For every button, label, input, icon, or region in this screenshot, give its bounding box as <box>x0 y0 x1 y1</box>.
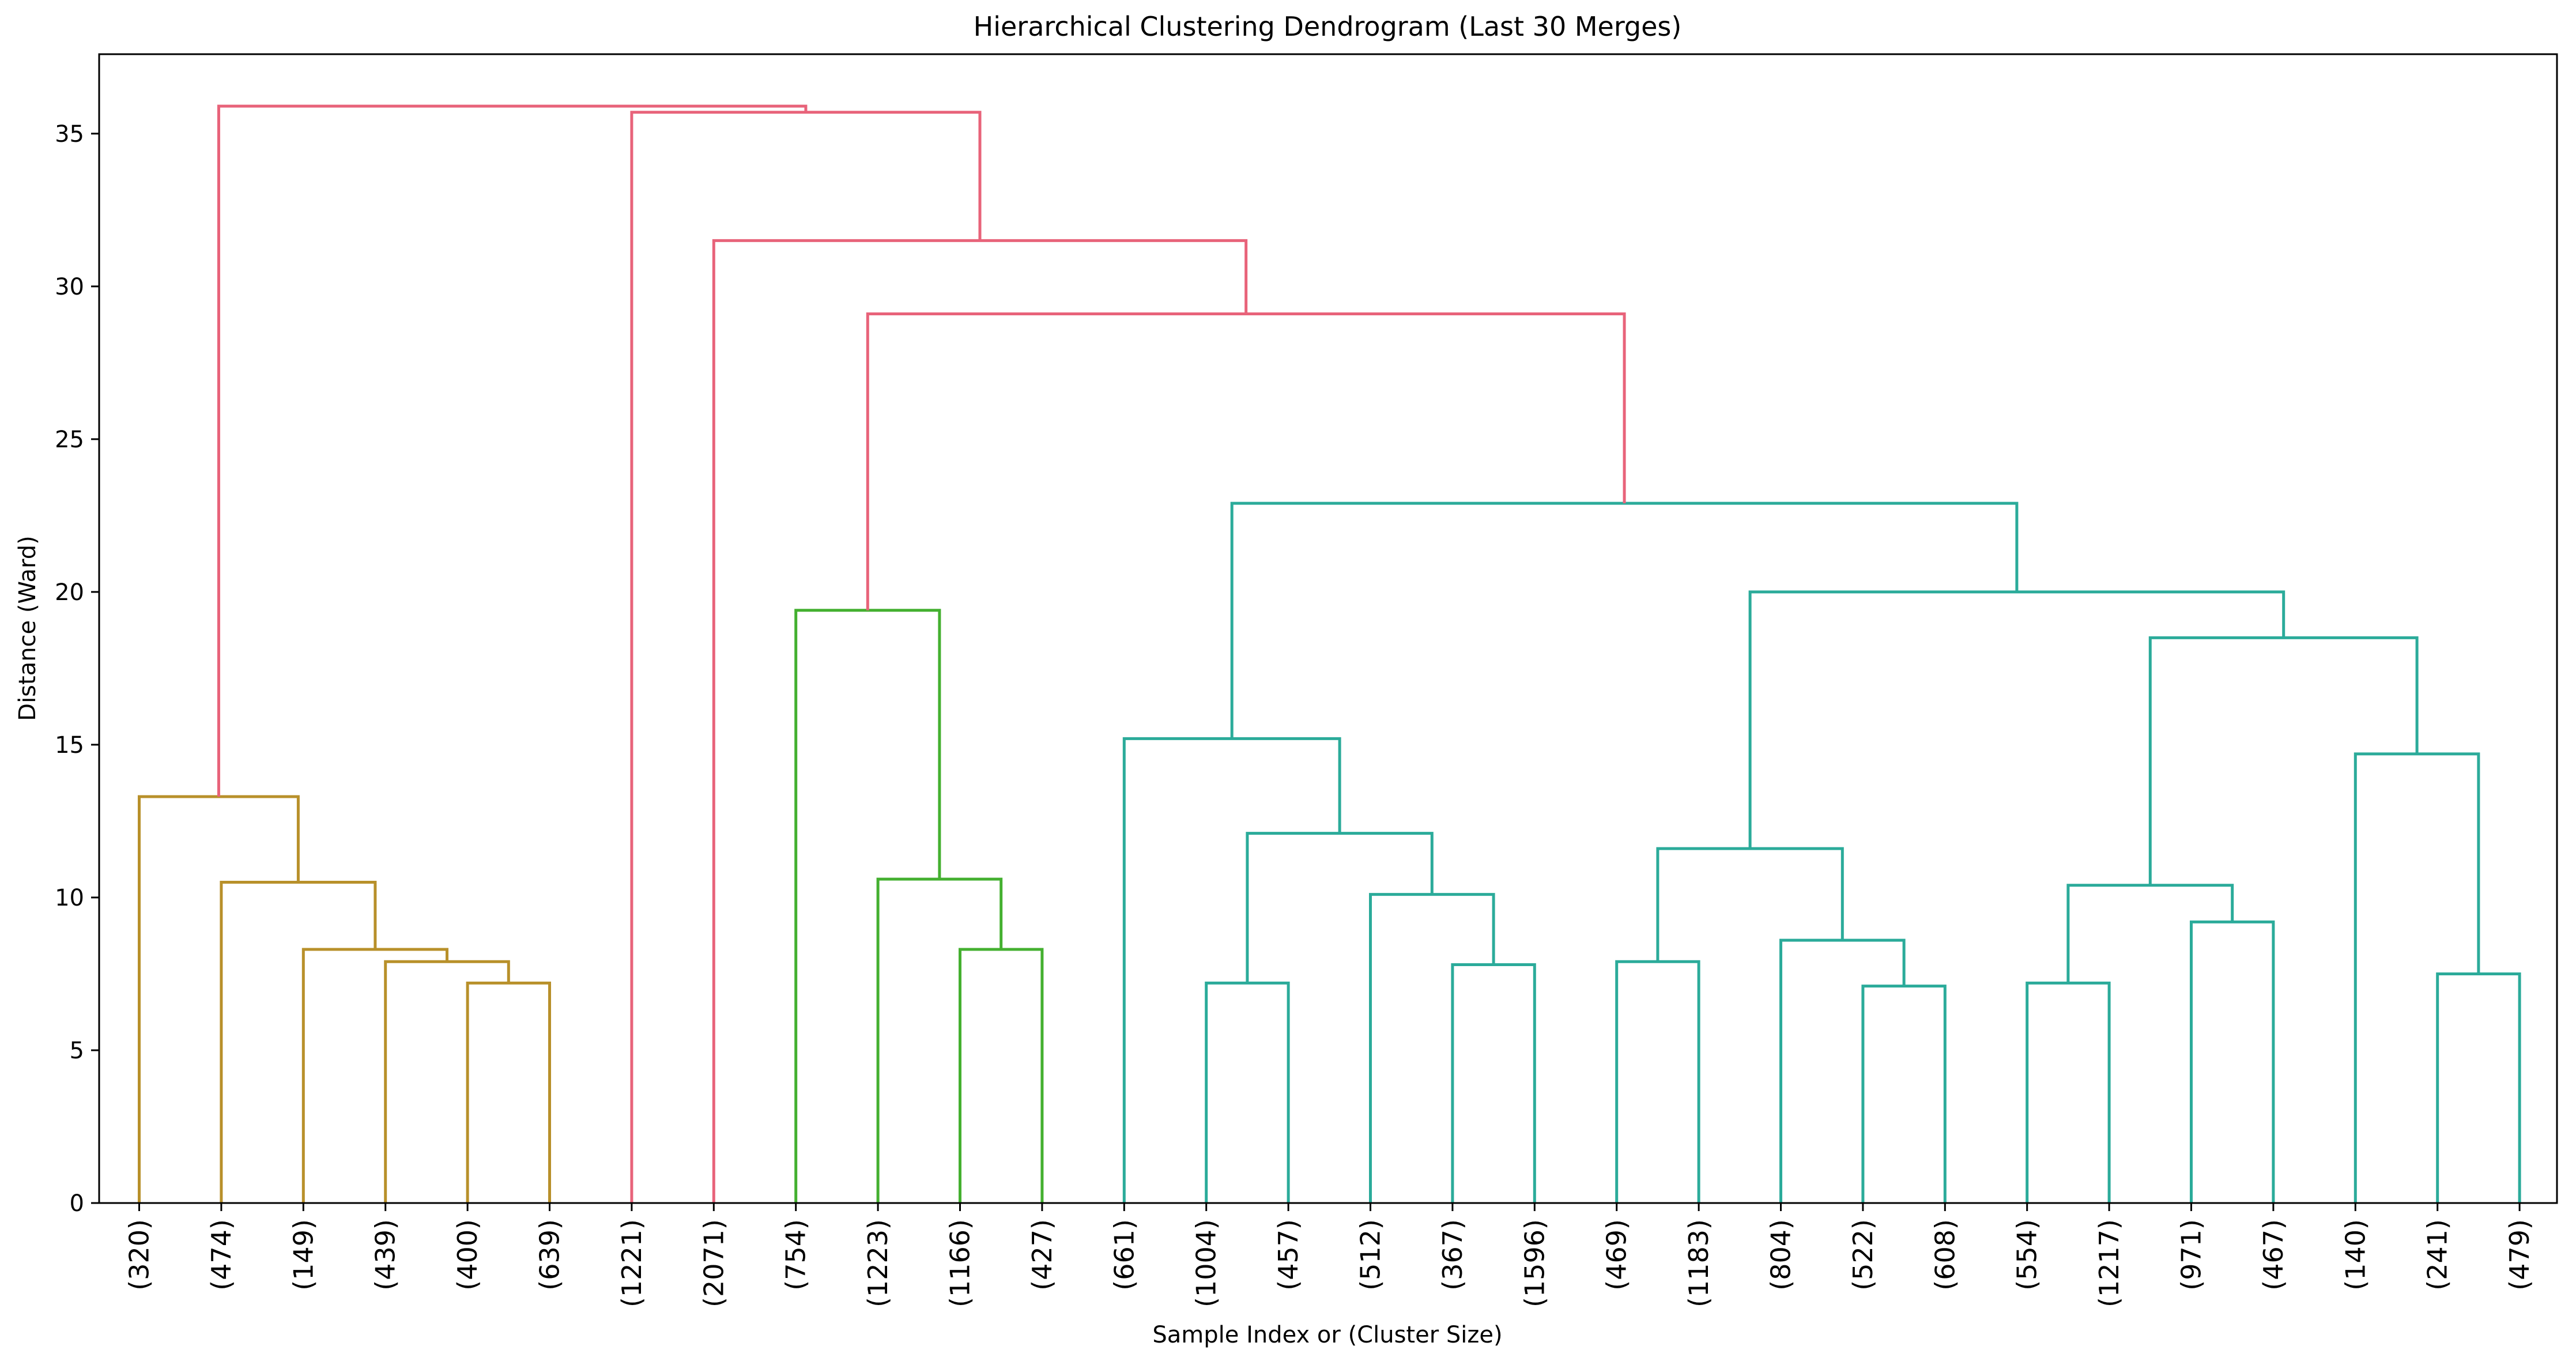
x-tick-label: (2071) <box>698 1219 729 1307</box>
y-axis-ticks: 0 5 10 15 20 25 30 35 <box>55 121 99 1217</box>
plot-frame <box>98 53 2558 1204</box>
y-tick-label: 25 <box>55 427 84 453</box>
x-tick-label: (512) <box>1355 1219 1386 1291</box>
x-tick-label: (479) <box>2504 1219 2535 1291</box>
x-tick-label: (1217) <box>2094 1219 2125 1307</box>
x-tick-label: (639) <box>534 1219 565 1291</box>
x-tick-label: (754) <box>780 1219 812 1291</box>
x-tick-label: (427) <box>1027 1219 1058 1291</box>
x-tick-label: (1221) <box>616 1219 647 1307</box>
dendrogram-link <box>959 948 1044 1203</box>
y-tick-label: 35 <box>55 121 84 148</box>
x-tick-label: (320) <box>124 1219 155 1291</box>
dendrogram-link <box>1656 847 1844 962</box>
y-axis-label: Distance (Ward) <box>14 536 41 721</box>
x-tick-label: (1596) <box>1519 1219 1550 1307</box>
y-tick-label: 15 <box>55 732 84 759</box>
x-tick-label: (241) <box>2422 1219 2453 1291</box>
x-axis-label: Sample Index or (Cluster Size) <box>1152 1322 1502 1348</box>
y-tick-label: 30 <box>55 274 84 300</box>
x-tick-label: (439) <box>370 1219 401 1291</box>
y-tick-label: 10 <box>55 885 84 911</box>
x-tick-label: (608) <box>1929 1219 1960 1291</box>
x-tick-label: (1004) <box>1191 1219 1222 1307</box>
x-tick-label: (367) <box>1437 1219 1468 1291</box>
x-tick-label: (1183) <box>1683 1219 1714 1307</box>
x-tick-label: (400) <box>452 1219 483 1291</box>
dendrogram-link <box>301 948 448 1203</box>
dendrogram-link <box>1615 960 1700 1203</box>
x-tick-label: (149) <box>288 1219 319 1291</box>
dendrogram-link <box>1122 737 1341 1203</box>
dendrogram-link <box>1246 832 1434 983</box>
dendrogram-link <box>1369 893 1495 1203</box>
x-tick-label: (971) <box>2176 1219 2207 1291</box>
x-tick-label: (661) <box>1108 1219 1140 1291</box>
x-tick-label: (140) <box>2340 1219 2371 1291</box>
y-tick-label: 20 <box>55 579 84 606</box>
chart-title: Hierarchical Clustering Dendrogram (Last… <box>974 11 1682 42</box>
dendrogram-link <box>217 104 808 797</box>
x-tick-label: (554) <box>2012 1219 2043 1291</box>
dendrogram-link <box>1451 963 1536 1203</box>
x-tick-label: (469) <box>1601 1219 1632 1291</box>
x-tick-label: (804) <box>1766 1219 1797 1291</box>
x-tick-label: (467) <box>2258 1219 2289 1291</box>
dendrogram-link <box>794 609 941 1203</box>
x-tick-label: (522) <box>1847 1219 1879 1291</box>
dendrogram-link <box>138 795 300 1203</box>
y-tick-label: 5 <box>70 1038 84 1064</box>
y-tick-label: 0 <box>70 1190 84 1217</box>
x-tick-label: (1223) <box>862 1219 893 1307</box>
dendrogram-links <box>138 104 2521 1203</box>
x-tick-label: (474) <box>206 1219 237 1291</box>
x-axis-ticks: (320) (474) (149) (439) (400) (639) (1221) (207… <box>124 1203 2535 1307</box>
dendrogram-link <box>384 960 510 1203</box>
x-tick-label: (457) <box>1273 1219 1304 1291</box>
x-tick-label: (1166) <box>945 1219 976 1307</box>
